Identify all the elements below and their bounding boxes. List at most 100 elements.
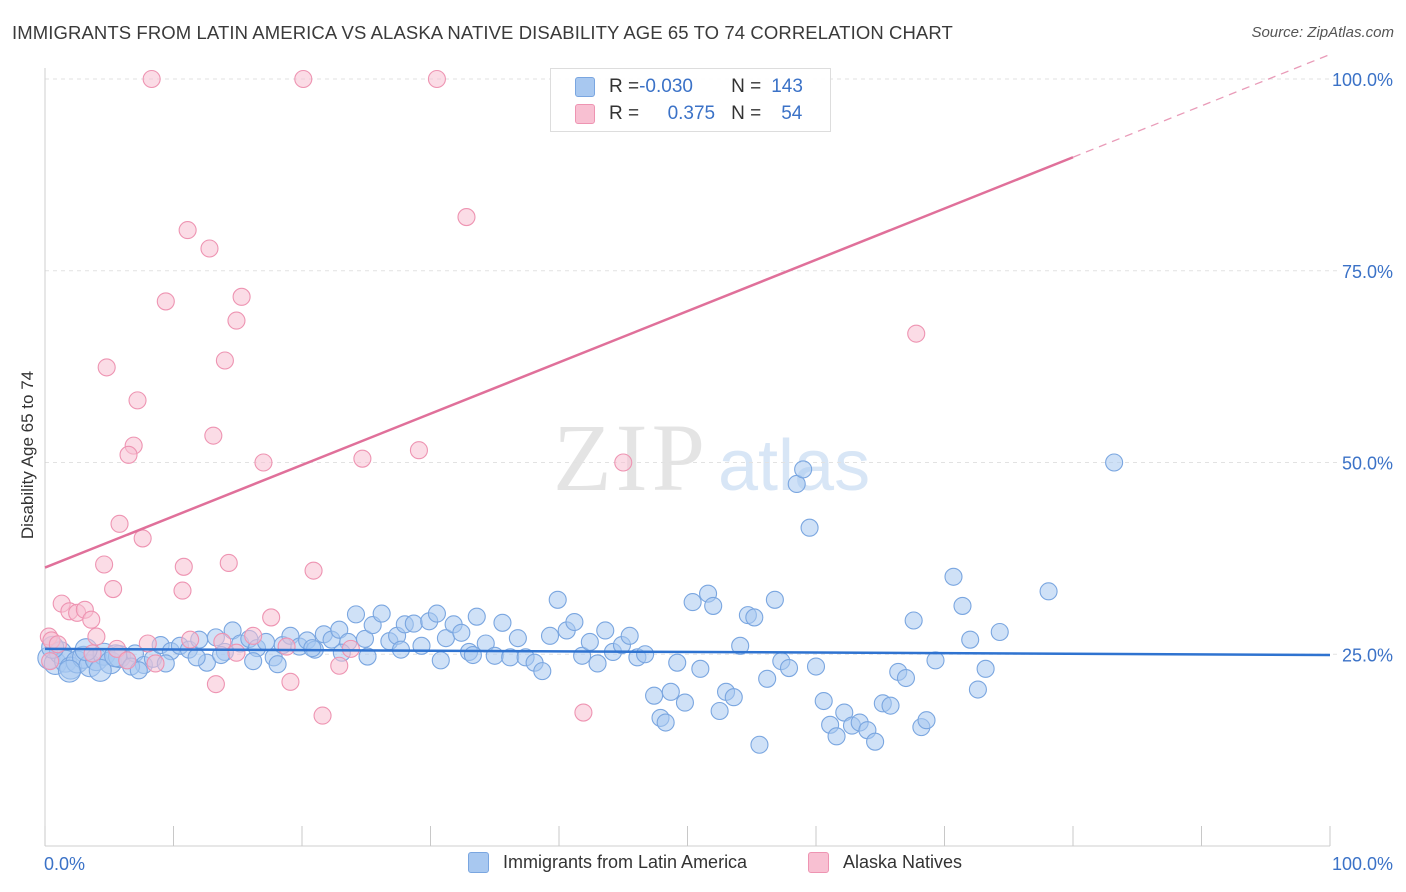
legend-swatch-blue [575,77,595,97]
latin-america-point [881,696,900,715]
alaska-natives-point [262,608,281,627]
latin-america-point [926,651,945,670]
latin-america-point [620,626,639,645]
alaska-natives-point [41,652,60,671]
latin-america-point [976,659,995,678]
latin-america-trend-line [44,647,1331,657]
alaska-natives-point [294,69,313,89]
latin-america-point [961,630,980,649]
latin-america-point [827,727,846,746]
legend-r-value: 0.375 [667,103,716,124]
latin-america-point [427,604,446,623]
latin-america-point [656,713,675,732]
alaska-natives-point [215,351,234,370]
legend-n-value: 143 [771,76,803,97]
latin-america-point [303,639,322,658]
latin-america-point [683,593,702,612]
latin-america-point [731,636,750,655]
legend-n-label: N = [731,103,762,124]
alaska-natives-point [178,221,197,240]
latin-america-point [580,632,599,652]
alaska-natives-point [304,561,323,580]
y-tick-label: 100.0% [1332,70,1393,90]
trend-lines [44,53,1331,657]
alaska-natives-point [133,529,152,548]
legend-r-label: R = [609,76,640,97]
alaska-natives-point [353,449,372,468]
alaska-natives-point [97,358,116,377]
latin-america-point [765,590,784,609]
x-tick-label: 0.0% [44,854,85,874]
alaska-natives-point [104,580,123,599]
alaska-natives-point [232,287,251,306]
legend-item-latin-america: Immigrants from Latin America [468,852,747,873]
latin-america-point [661,682,680,701]
alaska-natives-point [173,581,192,600]
alaska-natives-point [95,555,114,574]
alaska-natives-point [427,69,446,89]
alaska-natives-point [574,703,593,722]
latin-america-point [548,590,567,609]
latin-america-point [668,653,687,672]
alaska-natives-point [119,445,138,464]
correlation-legend: R = -0.030 N = 143 R = 0.375 N = 54 [550,68,831,132]
alaska-natives-point [146,654,165,673]
latin-america-point [968,680,987,699]
alaska-natives-point [409,441,428,460]
latin-america-point [452,623,471,642]
alaska-natives-point [277,637,296,656]
alaska-natives-point [254,453,273,472]
latin-america-point [917,711,936,730]
legend-item-alaska-natives: Alaska Natives [808,852,962,873]
alaska-natives-trend-line [44,156,1074,569]
legend-swatch-pink [808,852,829,873]
legend-n-label: N = [731,76,762,97]
latin-america-point [1105,453,1124,472]
alaska-natives-point [313,706,332,725]
watermark: ZIP atlas [553,404,870,511]
latin-america-point [779,659,799,678]
alaska-natives-point [128,391,147,410]
alaska-natives-point [206,675,225,694]
latin-america-point [508,629,527,648]
alaska-natives-point [341,639,360,658]
alaska-natives-trend-extension [1072,53,1331,158]
chart-title: IMMIGRANTS FROM LATIN AMERICA VS ALASKA … [12,22,953,43]
latin-america-point [565,612,584,632]
latin-america-point [675,693,694,712]
latin-america-point [794,460,813,479]
alaska-natives-point [82,610,101,629]
alaska-natives-point [174,557,193,576]
source-label: Source: ZipAtlas.com [1251,24,1394,41]
latin-america-point [806,657,826,676]
latin-america-point [588,654,607,673]
latin-america-point [800,518,819,537]
watermark-zip: ZIP [553,404,709,511]
gridlines [45,78,1340,655]
latin-america-point [129,661,148,680]
legend-row-alaska-natives: R = 0.375 N = 54 [575,102,802,126]
alaska-natives-point [110,514,129,533]
alaska-natives-point [227,643,246,662]
x-tick-label: 100.0% [1332,854,1393,874]
latin-america-point [596,621,615,640]
latin-america-point [866,732,885,751]
alaska-natives-point [227,311,246,330]
latin-america-point [1039,582,1058,601]
latin-america-point [372,604,391,623]
latin-america-point [467,607,486,626]
latin-america-point [953,596,972,615]
latin-america-point [57,659,81,683]
latin-america-point [896,668,916,688]
latin-america-point [404,614,423,633]
latin-america-point [187,648,206,667]
legend-row-latin-america: R = -0.030 N = 143 [575,75,803,99]
latin-america-point [493,613,512,632]
legend-swatch-blue [468,852,489,873]
alaska-natives-point [213,632,232,652]
latin-america-point [346,605,366,624]
y-tick-label: 50.0% [1342,454,1393,474]
latin-america-point [636,645,655,664]
legend-swatch-pink [575,104,595,124]
